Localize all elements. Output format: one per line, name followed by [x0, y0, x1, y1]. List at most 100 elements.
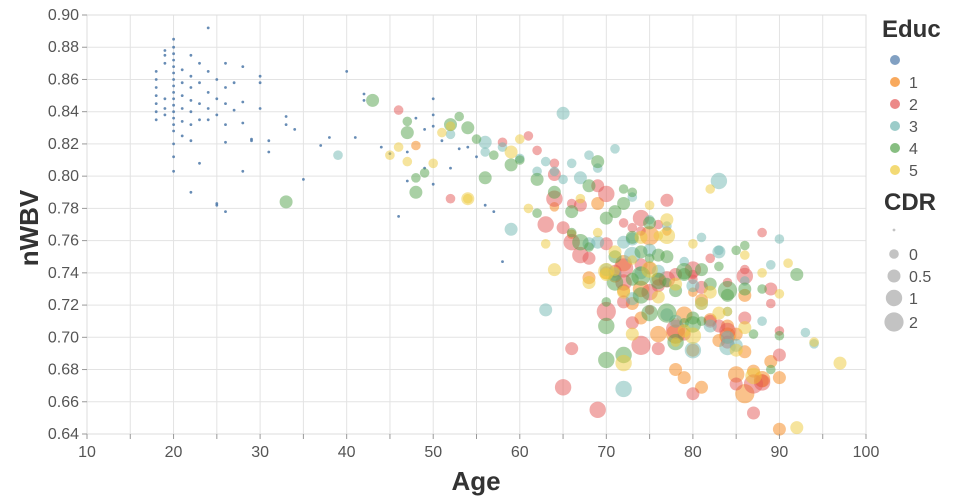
data-point: [809, 337, 819, 347]
data-point: [189, 74, 193, 78]
legend-color-swatch: [890, 55, 900, 65]
data-point: [790, 268, 804, 281]
x-tick-label: 30: [251, 444, 269, 461]
y-tick-label: 0.84: [48, 104, 79, 121]
data-point: [728, 366, 745, 383]
data-point: [598, 317, 615, 335]
y-tick-label: 0.68: [48, 362, 79, 379]
data-point: [618, 184, 629, 194]
data-point: [189, 190, 193, 194]
data-point: [608, 245, 622, 259]
y-tick-label: 0.80: [48, 168, 79, 185]
y-tick-label: 0.88: [48, 39, 79, 56]
data-point: [154, 86, 158, 89]
data-point: [393, 105, 404, 115]
data-point: [180, 120, 184, 123]
data-point: [504, 222, 518, 236]
data-point: [540, 156, 551, 167]
data-point: [764, 282, 778, 296]
data-point: [740, 250, 750, 260]
legend-size-label: 0: [909, 247, 918, 264]
data-point: [625, 327, 639, 341]
data-point: [319, 144, 323, 147]
data-point: [445, 129, 456, 140]
legend-size-swatch: [885, 289, 903, 307]
data-point: [411, 173, 421, 183]
data-point: [232, 81, 236, 85]
data-point: [241, 65, 245, 68]
data-point: [591, 155, 605, 169]
data-point: [532, 145, 542, 156]
data-point: [483, 203, 487, 207]
data-point: [172, 142, 176, 146]
y-tick-label: 0.82: [48, 136, 79, 153]
data-point: [492, 210, 496, 214]
legend-color-swatch: [890, 99, 900, 109]
data-point: [774, 234, 785, 244]
data-point: [582, 276, 596, 289]
data-point: [627, 255, 638, 265]
size-legend-entries: 0 0.5 1 2: [884, 228, 931, 332]
data-point: [445, 193, 456, 204]
y-tick-label: 0.70: [48, 329, 79, 346]
data-point: [215, 78, 219, 81]
data-point: [772, 371, 786, 385]
data-point: [757, 227, 767, 238]
data-point: [634, 230, 648, 244]
data-point: [154, 70, 158, 73]
data-point: [258, 81, 262, 85]
data-point: [163, 107, 167, 110]
data-point: [549, 166, 560, 177]
data-point: [198, 81, 201, 85]
data-point: [627, 222, 638, 233]
data-point: [258, 107, 262, 110]
data-point: [402, 116, 413, 127]
legend-color-swatch: [890, 143, 900, 153]
data-point: [523, 203, 534, 214]
data-point: [591, 235, 605, 249]
data-point: [163, 49, 167, 52]
data-point: [328, 136, 331, 139]
legend-color-label: 3: [909, 119, 918, 136]
data-point: [740, 240, 750, 251]
legend-color-label: 4: [909, 141, 918, 158]
data-point: [729, 377, 743, 391]
data-point: [696, 232, 707, 243]
data-point: [705, 253, 715, 264]
data-point: [457, 147, 461, 151]
data-point: [669, 277, 683, 291]
data-point: [172, 71, 176, 75]
data-point: [766, 298, 776, 309]
data-point: [362, 99, 366, 102]
legend-color-label: 1: [909, 75, 918, 92]
data-point: [172, 78, 176, 81]
data-point: [215, 97, 219, 101]
data-point: [302, 178, 305, 181]
legend-color-label: 5: [909, 163, 918, 180]
y-tick-label: 0.78: [48, 200, 79, 217]
data-point: [537, 216, 554, 233]
x-tick-label: 80: [684, 444, 702, 461]
data-point: [475, 155, 478, 159]
data-point: [250, 139, 253, 143]
data-point: [714, 261, 724, 272]
data-point: [631, 335, 651, 355]
legend-size-swatch: [889, 249, 899, 259]
legend-color-swatch: [890, 77, 900, 87]
data-point: [766, 260, 776, 270]
data-point: [180, 68, 184, 72]
data-point: [172, 116, 176, 120]
data-point: [267, 150, 271, 154]
legend-size-swatch: [892, 228, 896, 232]
y-tick-label: 0.90: [48, 7, 79, 24]
data-point: [556, 106, 570, 120]
data-point: [774, 330, 785, 341]
data-point: [650, 272, 667, 290]
data-point: [428, 158, 439, 169]
legend-color-label: 2: [909, 97, 918, 114]
data-point: [267, 139, 271, 143]
data-point: [565, 342, 579, 356]
data-point: [154, 110, 158, 114]
data-point: [504, 145, 518, 159]
data-point: [232, 108, 236, 112]
